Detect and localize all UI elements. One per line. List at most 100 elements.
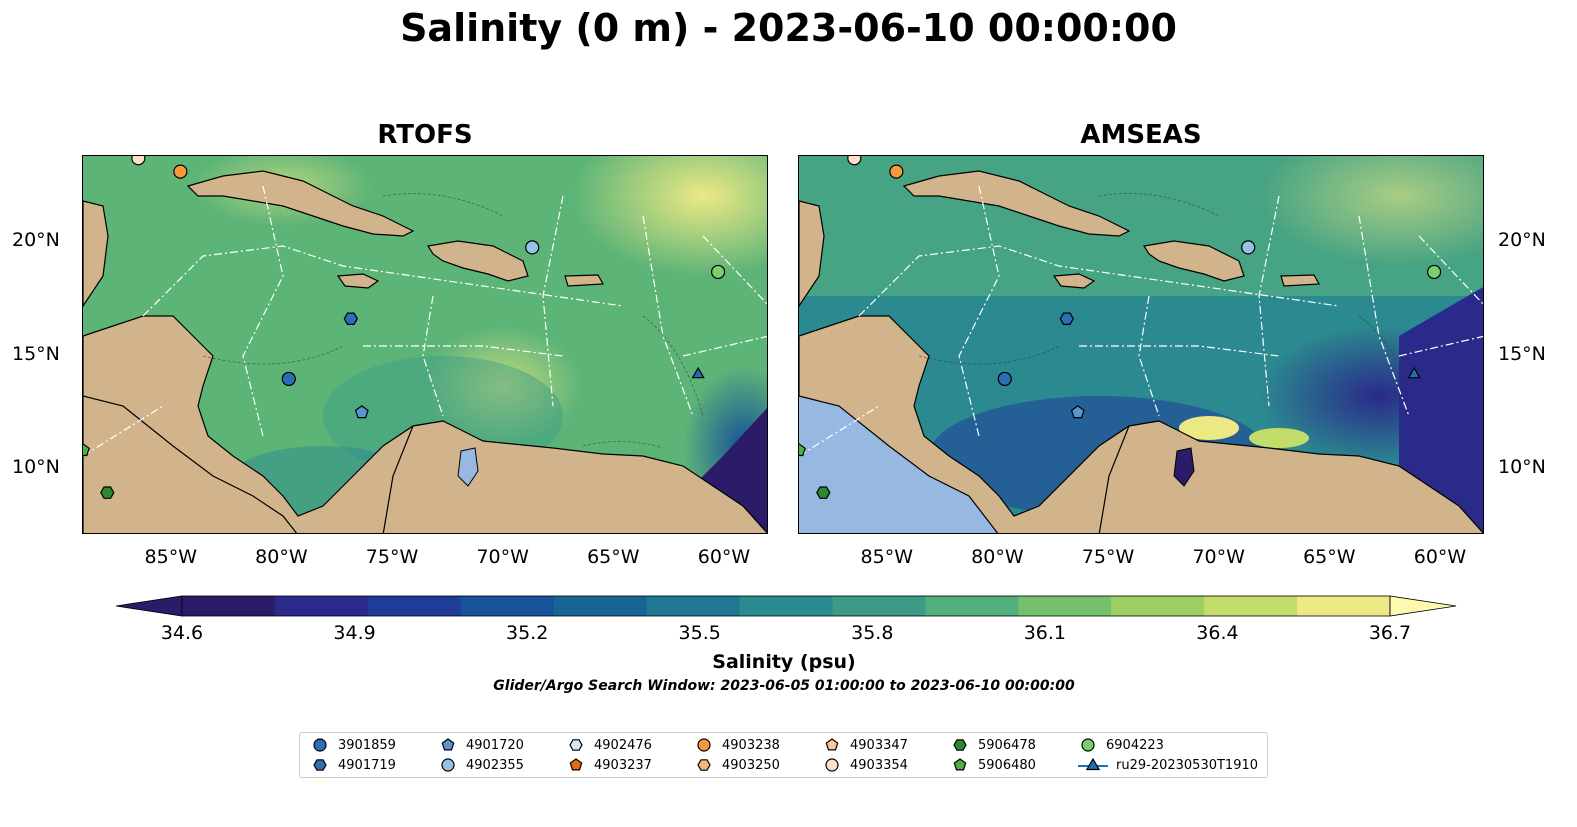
marker-4901719 bbox=[343, 312, 358, 325]
colorbar-tick-label: 36.7 bbox=[1368, 622, 1412, 644]
legend-label: 4903237 bbox=[594, 757, 652, 773]
legend-label: 4901719 bbox=[338, 757, 396, 773]
high-salinity-patch bbox=[423, 326, 583, 446]
legend-item: 5906480 bbox=[950, 756, 1036, 774]
atlantic-low-salinity bbox=[1399, 287, 1483, 533]
colorbar-segment bbox=[274, 596, 369, 616]
puerto-rico-land bbox=[1280, 274, 1320, 287]
legend-label: 4903238 bbox=[722, 737, 780, 753]
marker-4902355 bbox=[525, 240, 540, 255]
panel-title-amseas: AMSEAS bbox=[1080, 120, 1202, 150]
marker-4903354 bbox=[847, 156, 862, 166]
legend-item: 4903347 bbox=[822, 736, 908, 754]
colorbar-segment bbox=[553, 596, 648, 616]
legend-item: 4902476 bbox=[566, 736, 652, 754]
eez-boundaries bbox=[83, 185, 767, 457]
colorbar-tick-label: 35.5 bbox=[678, 622, 721, 644]
legend-label: ru29-20230530T1910 bbox=[1116, 757, 1259, 773]
colorbar-segment bbox=[1018, 596, 1112, 616]
legend-label: 4901720 bbox=[466, 737, 524, 753]
legend-label: 6904223 bbox=[1106, 737, 1164, 753]
colorbar-segment bbox=[1111, 596, 1205, 616]
glider-argo-markers bbox=[83, 156, 726, 499]
legend-marker-icon bbox=[441, 758, 455, 772]
legend-label: 3901859 bbox=[338, 737, 396, 753]
jamaica-land bbox=[1052, 273, 1096, 289]
south-america-land bbox=[1098, 420, 1483, 533]
marker-4901720 bbox=[354, 405, 369, 419]
marker-3901859 bbox=[997, 371, 1012, 387]
colorbar-extend-low bbox=[116, 595, 183, 617]
lon-tick-label: 60°W bbox=[1413, 546, 1467, 568]
marker-4902355 bbox=[1241, 240, 1256, 255]
legend-marker-icon bbox=[1081, 738, 1095, 752]
legend-item: ru29-20230530T1910 bbox=[1078, 756, 1258, 774]
legend-item: 4901720 bbox=[438, 736, 524, 754]
colorbar-tick-label: 35.8 bbox=[851, 622, 894, 644]
high-salinity-patch bbox=[1249, 428, 1309, 448]
colorbar-segment bbox=[367, 596, 462, 616]
legend-marker-icon bbox=[569, 739, 583, 751]
panel-title-rtofs: RTOFS bbox=[377, 120, 473, 150]
colorbar-segment bbox=[925, 596, 1019, 616]
legend-label: 4902476 bbox=[594, 737, 652, 753]
marker-4901719 bbox=[1059, 312, 1074, 325]
marker-5906478 bbox=[100, 486, 115, 499]
legend-label: 4903250 bbox=[722, 757, 780, 773]
legend-label: 5906480 bbox=[978, 757, 1036, 773]
eez-boundaries bbox=[799, 185, 1483, 457]
marker-ru29-20230530T1910 bbox=[1407, 366, 1421, 379]
lon-tick-label: 65°W bbox=[587, 546, 640, 568]
legend-marker-icon bbox=[441, 738, 455, 751]
legend-item: 4903250 bbox=[694, 756, 780, 774]
high-salinity-patch bbox=[573, 156, 767, 276]
marker-3901859 bbox=[281, 371, 296, 387]
map-panel-rtofs bbox=[82, 155, 768, 534]
lon-tick-label: 80°W bbox=[971, 546, 1024, 568]
colorbar-outline bbox=[181, 595, 1391, 617]
legend-item: 4902355 bbox=[438, 756, 524, 774]
legend-label: 4903354 bbox=[850, 757, 908, 773]
puerto-rico-land bbox=[564, 274, 604, 287]
legend-item: 3901859 bbox=[310, 736, 396, 754]
marker-4903354 bbox=[131, 156, 146, 166]
lat-tick-label: 10°N bbox=[12, 456, 60, 478]
marker-5906478 bbox=[816, 486, 831, 499]
legend-marker-icon bbox=[825, 738, 839, 751]
legend-item: 4903238 bbox=[694, 736, 780, 754]
legend-item: 4903354 bbox=[822, 756, 908, 774]
high-salinity-patch bbox=[1259, 156, 1483, 266]
map-svg-rtofs bbox=[83, 156, 767, 533]
colorbar-tick-label: 36.1 bbox=[1023, 622, 1066, 644]
pacific-ocean bbox=[799, 396, 1017, 533]
cuba-land bbox=[186, 170, 415, 237]
legend-marker-icon bbox=[825, 758, 839, 772]
lat-tick-label: 20°N bbox=[12, 229, 60, 251]
legend-item: 4901719 bbox=[310, 756, 396, 774]
legend-label: 4903347 bbox=[850, 737, 908, 753]
legend-item: 5906478 bbox=[950, 736, 1036, 754]
lat-tick-label: 15°N bbox=[12, 343, 60, 365]
colorbar-segment bbox=[1204, 596, 1298, 616]
lon-tick-label: 85°W bbox=[860, 546, 913, 568]
hispaniola-land bbox=[427, 240, 529, 282]
legend-item: 6904223 bbox=[1078, 736, 1164, 754]
legend-marker-icon bbox=[569, 758, 583, 771]
colorbar-segment bbox=[182, 596, 276, 616]
jamaica-land bbox=[336, 273, 380, 289]
colorbar-segment bbox=[739, 596, 833, 616]
lon-tick-label: 70°W bbox=[1192, 546, 1245, 568]
lon-tick-label: 75°W bbox=[365, 546, 419, 568]
colorbar bbox=[116, 595, 1457, 617]
marker-4903238 bbox=[889, 164, 904, 179]
legend-marker-icon bbox=[1078, 757, 1108, 771]
lon-tick-label: 60°W bbox=[697, 546, 751, 568]
colorbar-segment bbox=[832, 596, 926, 616]
colorbar-tick-label: 34.9 bbox=[333, 622, 376, 644]
figure-title: Salinity (0 m) - 2023-06-10 00:00:00 bbox=[400, 6, 1177, 50]
lon-tick-label: 85°W bbox=[144, 546, 197, 568]
legend-label: 4902355 bbox=[466, 757, 524, 773]
colorbar-label: Salinity (psu) bbox=[712, 651, 856, 673]
lon-tick-label: 75°W bbox=[1081, 546, 1135, 568]
colorbar-tick-label: 35.2 bbox=[505, 622, 549, 644]
